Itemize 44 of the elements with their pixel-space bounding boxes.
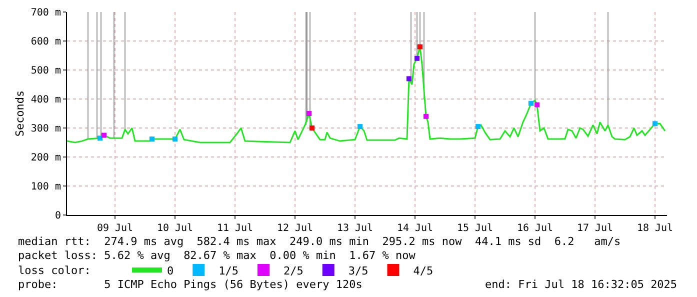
point xyxy=(306,111,312,116)
point xyxy=(424,114,428,119)
point xyxy=(172,136,178,142)
y-axis-title: Seconds xyxy=(14,90,27,137)
point xyxy=(406,76,412,82)
y-tick-label: 300 m xyxy=(30,124,61,134)
x-tick-label: 16 Jul xyxy=(516,223,554,234)
y-tick-label: 0 xyxy=(54,210,61,222)
x-tick-label: 15 Jul xyxy=(456,223,494,234)
x-tick-label: 12 Jul xyxy=(276,223,314,234)
text: packet loss: 5.62 % avg 82.67 % max 0.00 % min 1.67 % now xyxy=(18,249,416,262)
legend-label: 3/5 xyxy=(348,264,368,278)
y-tick-label: 200 m xyxy=(30,152,61,164)
y-tick-label: 700 m xyxy=(30,8,61,18)
point xyxy=(418,44,422,50)
y-tick-label: 500 m xyxy=(30,66,61,76)
point xyxy=(476,124,480,130)
point xyxy=(414,56,420,61)
legend-title: loss color: xyxy=(18,264,91,277)
point xyxy=(528,100,534,106)
legend-label: 0 xyxy=(167,264,174,278)
point xyxy=(310,126,314,130)
x-tick-label: 13 Jul xyxy=(336,223,374,234)
x-tick-label: 14 Jul xyxy=(396,223,434,234)
legend-label: 1/5 xyxy=(218,264,238,278)
point xyxy=(150,136,154,142)
point xyxy=(534,102,540,108)
point xyxy=(102,132,106,138)
point xyxy=(98,136,102,141)
point xyxy=(358,124,362,130)
legend-label: 4/5 xyxy=(413,264,434,278)
text: probe: 5 ICMP Echo Pings (56 Bytes) every 120s xyxy=(18,278,362,291)
text: end: Fri Jul 18 16:32:05 2025 xyxy=(485,278,678,291)
legend-label: 2/5 xyxy=(284,264,304,278)
text: median rtt: 274.9 ms avg 582.4 ms max 249.0 ms min 295.2 ms now 44.1 ms sd 6.2 am/s xyxy=(18,235,621,248)
y-tick-label: 400 m xyxy=(30,94,61,106)
x-tick-label: 18 Jul xyxy=(636,223,674,234)
point xyxy=(652,121,658,126)
x-tick-label: 17 Jul xyxy=(576,223,614,234)
x-tick-label: 10 Jul xyxy=(156,223,194,234)
y-tick-label: 600 m xyxy=(30,36,61,48)
x-tick-label: 11 Jul xyxy=(216,223,254,234)
y-tick-label: 100 m xyxy=(30,182,61,192)
x-tick-label: 09 Jul xyxy=(96,223,134,234)
